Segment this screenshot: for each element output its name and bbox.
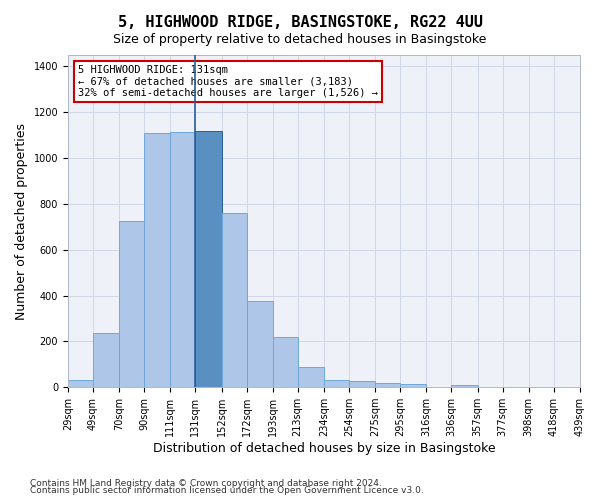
Bar [349, 382, 375, 387]
Bar [298, 366, 324, 387]
Bar [451, 385, 478, 387]
Y-axis label: Number of detached properties: Number of detached properties [15, 122, 28, 320]
Bar [119, 221, 144, 387]
Text: Contains public sector information licensed under the Open Government Licence v3: Contains public sector information licen… [30, 486, 424, 495]
Bar [221, 213, 247, 387]
Bar [93, 334, 119, 387]
Bar [273, 337, 298, 387]
Bar [247, 302, 273, 387]
Text: Size of property relative to detached houses in Basingstoke: Size of property relative to detached ho… [113, 32, 487, 46]
Text: 5, HIGHWOOD RIDGE, BASINGSTOKE, RG22 4UU: 5, HIGHWOOD RIDGE, BASINGSTOKE, RG22 4UU [118, 15, 482, 30]
Text: 5 HIGHWOOD RIDGE: 131sqm
← 67% of detached houses are smaller (3,183)
32% of sem: 5 HIGHWOOD RIDGE: 131sqm ← 67% of detach… [78, 65, 378, 98]
Bar [400, 384, 427, 387]
Bar [196, 130, 221, 387]
Bar [324, 380, 349, 387]
Text: Contains HM Land Registry data © Crown copyright and database right 2024.: Contains HM Land Registry data © Crown c… [30, 478, 382, 488]
X-axis label: Distribution of detached houses by size in Basingstoke: Distribution of detached houses by size … [152, 442, 495, 455]
Bar [170, 132, 196, 387]
Bar [375, 382, 400, 387]
Bar [68, 380, 93, 387]
Bar [144, 133, 170, 387]
